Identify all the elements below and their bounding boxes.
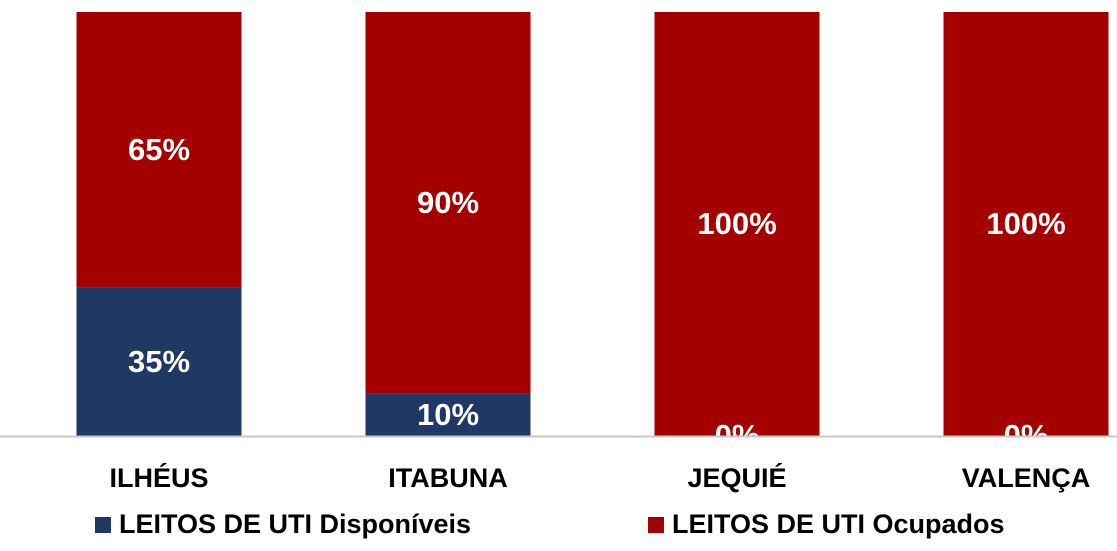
data-label: 0% <box>1004 418 1049 453</box>
legend-label: LEITOS DE UTI Ocupados <box>672 509 1005 539</box>
legend-swatch <box>648 517 664 533</box>
data-label: 10% <box>417 397 479 432</box>
x-tick-label: JEQUIÉ <box>687 462 786 493</box>
x-tick-label: VALENÇA <box>962 463 1091 493</box>
bar-segment <box>365 12 531 394</box>
legend-swatch <box>95 517 111 533</box>
data-label: 0% <box>715 418 760 453</box>
bar-segment <box>654 12 820 436</box>
data-label: 35% <box>128 344 190 379</box>
legend-label: LEITOS DE UTI Disponíveis <box>119 509 471 539</box>
bar-segment <box>365 393 531 436</box>
bar-segment <box>943 12 1109 436</box>
data-label: 100% <box>986 206 1065 241</box>
data-label: 100% <box>697 206 776 241</box>
plot-area: 35% 65% 10% 90% 0% 100% 0% 100% <box>76 12 1109 453</box>
data-label: 90% <box>417 185 479 220</box>
x-tick-label: ILHÉUS <box>109 462 208 493</box>
bar-segment <box>76 287 242 436</box>
x-tick-label: ITABUNA <box>388 463 507 493</box>
bar-segment <box>76 12 242 288</box>
data-label: 65% <box>128 132 190 167</box>
